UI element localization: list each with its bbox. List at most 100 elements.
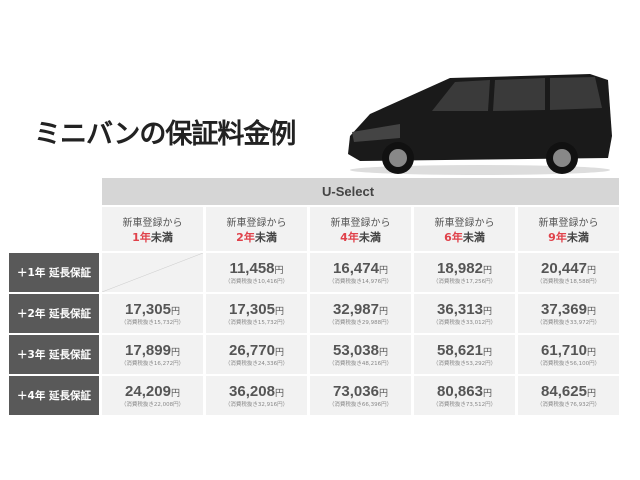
price-cell: 36,208円 （消費税抜き32,916円） xyxy=(206,376,307,415)
price-cell: 53,038円 （消費税抜き48,216円） xyxy=(310,335,411,374)
price-cell: 84,625円 （消費税抜き76,932円） xyxy=(518,376,619,415)
price: 17,305 xyxy=(229,301,275,318)
price: 37,369 xyxy=(541,301,587,318)
column-years: 9年 xyxy=(548,230,567,244)
price: 17,899 xyxy=(125,342,171,359)
tax-excluded-price: （消費税抜き15,732円） xyxy=(224,320,289,326)
currency: 円 xyxy=(378,388,388,398)
column-prefix: 新車登録から xyxy=(434,217,495,229)
column-years: 2年 xyxy=(236,230,255,244)
tax-excluded-price: （消費税抜き56,100円） xyxy=(536,361,601,367)
tax-excluded-price: （消費税抜き14,976円） xyxy=(328,279,393,285)
currency: 円 xyxy=(274,306,284,316)
table-row: ＋2年 延長保証 17,305円 （消費税抜き15,732円） 17,305円 （消費税… xyxy=(9,294,619,333)
price: 32,987 xyxy=(333,301,379,318)
price-cell: 26,770円 （消費税抜き24,336円） xyxy=(206,335,307,374)
tax-excluded-price: （消費税抜き76,932円） xyxy=(536,402,601,408)
currency: 円 xyxy=(378,347,388,357)
tax-excluded-price: （消費税抜き73,512円） xyxy=(432,402,497,408)
column-years: 4年 xyxy=(340,230,359,244)
price: 18,982 xyxy=(437,260,483,277)
currency: 円 xyxy=(274,347,284,357)
price: 58,621 xyxy=(437,342,483,359)
column-suffix: 未満 xyxy=(566,230,589,244)
price: 53,038 xyxy=(333,342,379,359)
price-cell: 80,863円 （消費税抜き73,512円） xyxy=(414,376,515,415)
price: 24,209 xyxy=(125,383,171,400)
row-label: ＋4年 延長保証 xyxy=(9,376,99,415)
price: 73,036 xyxy=(333,383,379,400)
column-years: 6年 xyxy=(444,230,463,244)
price: 16,474 xyxy=(333,260,379,277)
row-label: ＋3年 延長保証 xyxy=(9,335,99,374)
tax-excluded-price: （消費税抜き53,292円） xyxy=(432,361,497,367)
price-cell: 36,313円 （消費税抜き33,012円） xyxy=(414,294,515,333)
price-cell: 73,036円 （消費税抜き66,396円） xyxy=(310,376,411,415)
column-header: 新車登録から 2年未満 xyxy=(206,207,307,251)
currency: 円 xyxy=(586,347,596,357)
price: 11,458 xyxy=(229,260,275,277)
column-years: 1年 xyxy=(132,230,151,244)
price-cell: 61,710円 （消費税抜き56,100円） xyxy=(518,335,619,374)
price-cell: 32,987円 （消費税抜き29,988円） xyxy=(310,294,411,333)
plan-header: U-Select xyxy=(102,178,619,205)
warranty-price-table: U-Select 新車登録から 1年未満 新車登録から 2年未満 新車登録から 4年未満新… xyxy=(6,176,622,417)
column-prefix: 新車登録から xyxy=(330,217,391,229)
currency: 円 xyxy=(274,265,284,275)
tax-excluded-price: （消費税抜き15,732円） xyxy=(120,320,185,326)
column-suffix: 未満 xyxy=(254,230,277,244)
empty-cell xyxy=(102,253,203,292)
table-row: ＋4年 延長保証 24,209円 （消費税抜き22,008円） 36,208円 （消費税… xyxy=(9,376,619,415)
price-cell: 16,474円 （消費税抜き14,976円） xyxy=(310,253,411,292)
price-cell: 17,305円 （消費税抜き15,732円） xyxy=(206,294,307,333)
row-label: ＋1年 延長保証 xyxy=(9,253,99,292)
price: 17,305 xyxy=(125,301,171,318)
price: 80,863 xyxy=(437,383,483,400)
price-cell: 11,458円 （消費税抜き10,416円） xyxy=(206,253,307,292)
column-suffix: 未満 xyxy=(462,230,485,244)
column-prefix: 新車登録から xyxy=(122,217,183,229)
tax-excluded-price: （消費税抜き29,988円） xyxy=(328,320,393,326)
price-cell: 24,209円 （消費税抜き22,008円） xyxy=(102,376,203,415)
currency: 円 xyxy=(482,265,492,275)
price-cell: 20,447円 （消費税抜き18,588円） xyxy=(518,253,619,292)
column-suffix: 未満 xyxy=(358,230,381,244)
currency: 円 xyxy=(170,347,180,357)
currency: 円 xyxy=(378,306,388,316)
price: 61,710 xyxy=(541,342,587,359)
currency: 円 xyxy=(378,265,388,275)
currency: 円 xyxy=(482,347,492,357)
tax-excluded-price: （消費税抜き33,012円） xyxy=(432,320,497,326)
price: 36,313 xyxy=(437,301,483,318)
currency: 円 xyxy=(586,306,596,316)
page-title: ミニバンの保証料金例 xyxy=(34,119,296,150)
tax-excluded-price: （消費税抜き33,972円） xyxy=(536,320,601,326)
price: 84,625 xyxy=(541,383,587,400)
tax-excluded-price: （消費税抜き66,396円） xyxy=(328,402,393,408)
price-cell: 58,621円 （消費税抜き53,292円） xyxy=(414,335,515,374)
column-header: 新車登録から 1年未満 xyxy=(102,207,203,251)
tax-excluded-price: （消費税抜き18,588円） xyxy=(536,279,601,285)
price-cell: 17,305円 （消費税抜き15,732円） xyxy=(102,294,203,333)
tax-excluded-price: （消費税抜き22,008円） xyxy=(120,402,185,408)
currency: 円 xyxy=(170,306,180,316)
price-cell: 18,982円 （消費税抜き17,256円） xyxy=(414,253,515,292)
currency: 円 xyxy=(482,306,492,316)
column-header: 新車登録から 9年未満 xyxy=(518,207,619,251)
table-row: ＋1年 延長保証 11,458円 （消費税抜き10,416円） 16,474円 （消費税… xyxy=(9,253,619,292)
currency: 円 xyxy=(274,388,284,398)
price-cell: 37,369円 （消費税抜き33,972円） xyxy=(518,294,619,333)
tax-excluded-price: （消費税抜き16,272円） xyxy=(120,361,185,367)
row-label: ＋2年 延長保証 xyxy=(9,294,99,333)
column-prefix: 新車登録から xyxy=(226,217,287,229)
column-prefix: 新車登録から xyxy=(538,217,599,229)
column-header: 新車登録から 6年未満 xyxy=(414,207,515,251)
price: 36,208 xyxy=(229,383,275,400)
currency: 円 xyxy=(482,388,492,398)
tax-excluded-price: （消費税抜き48,216円） xyxy=(328,361,393,367)
price-cell: 17,899円 （消費税抜き16,272円） xyxy=(102,335,203,374)
column-header: 新車登録から 4年未満 xyxy=(310,207,411,251)
table-row: ＋3年 延長保証 17,899円 （消費税抜き16,272円） 26,770円 （消費税… xyxy=(9,335,619,374)
tax-excluded-price: （消費税抜き10,416円） xyxy=(224,279,289,285)
price: 26,770 xyxy=(229,342,275,359)
